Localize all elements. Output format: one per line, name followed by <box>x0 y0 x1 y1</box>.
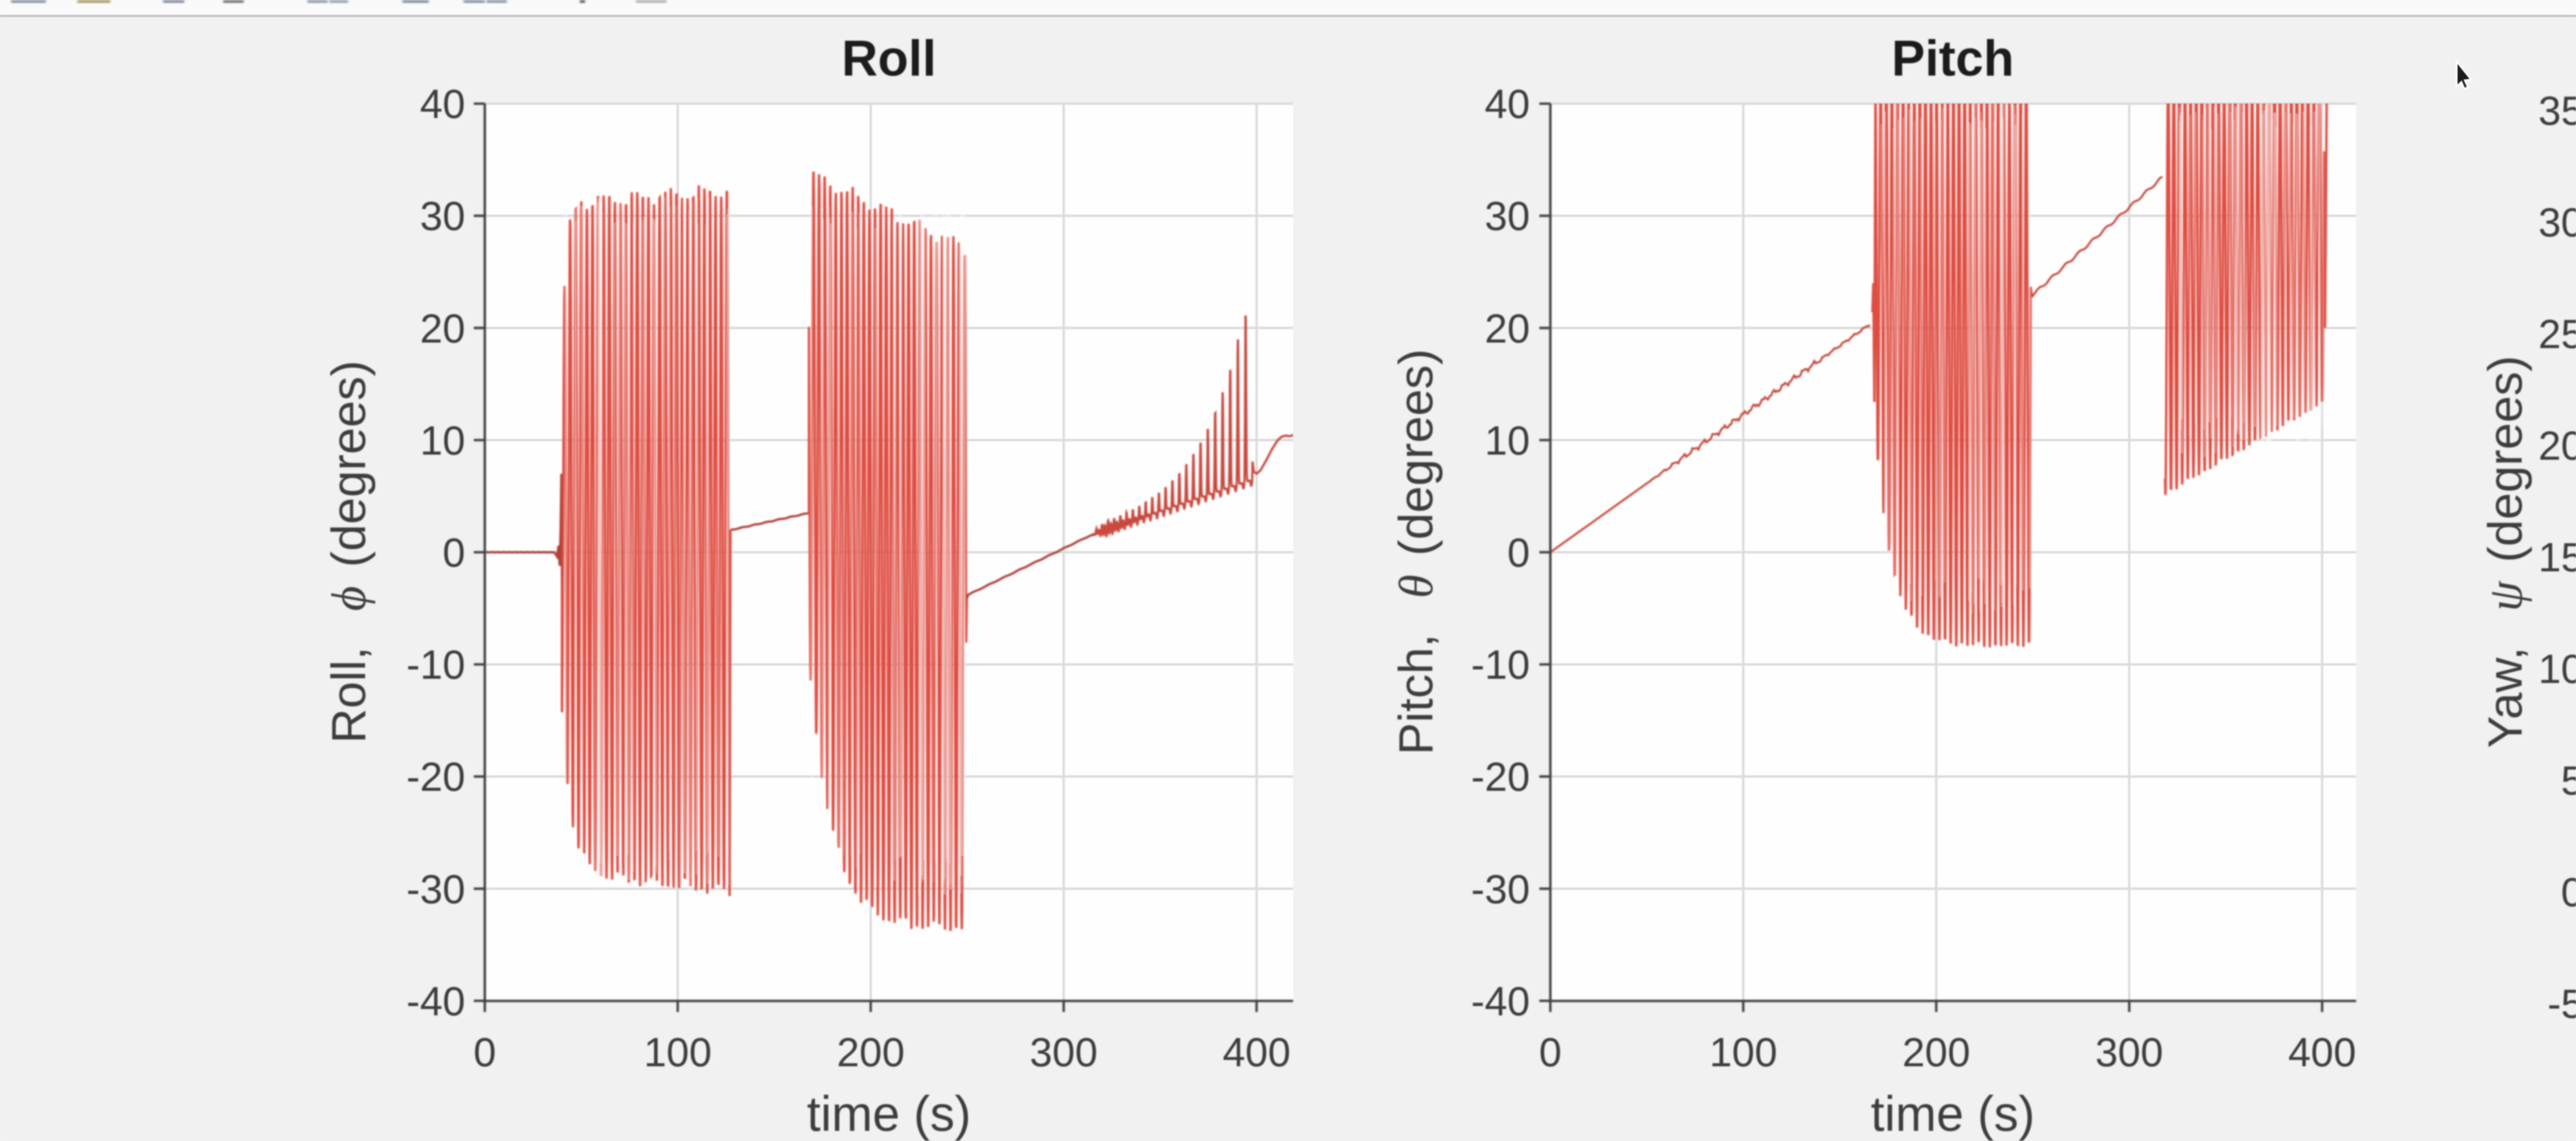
svg-text:300: 300 <box>2095 1031 2163 1076</box>
svg-text:10: 10 <box>420 419 465 464</box>
svg-text:15: 15 <box>2539 536 2576 581</box>
svg-text:200: 200 <box>1902 1031 1970 1076</box>
svg-text:Pitch, θ(degrees): Pitch, θ(degrees) <box>1389 349 1443 755</box>
svg-text:20: 20 <box>420 306 465 351</box>
svg-text:20: 20 <box>2539 424 2576 469</box>
svg-text:200: 200 <box>836 1031 904 1076</box>
svg-text:-30: -30 <box>407 868 465 913</box>
svg-text:25: 25 <box>2539 312 2576 357</box>
svg-text:10: 10 <box>2539 648 2576 693</box>
svg-text:100: 100 <box>1709 1031 1777 1076</box>
svg-text:400: 400 <box>1223 1031 1291 1076</box>
svg-text:10: 10 <box>1485 419 1530 464</box>
svg-text:0: 0 <box>442 531 465 576</box>
svg-text:-20: -20 <box>407 756 465 801</box>
svg-text:time (s): time (s) <box>807 1087 970 1141</box>
svg-text:40: 40 <box>420 82 465 127</box>
svg-text:40: 40 <box>1485 82 1530 127</box>
svg-text:Roll, ϕ(degrees): Roll, ϕ(degrees) <box>322 360 376 743</box>
svg-text:0: 0 <box>1539 1031 1562 1076</box>
svg-text:Yaw, ψ(degrees): Yaw, ψ(degrees) <box>2478 356 2533 749</box>
svg-text:100: 100 <box>644 1031 711 1076</box>
svg-text:400: 400 <box>2288 1031 2356 1076</box>
svg-text:-5: -5 <box>2547 982 2576 1027</box>
svg-text:0: 0 <box>1507 531 1530 576</box>
svg-text:Pitch: Pitch <box>1892 31 2014 87</box>
svg-text:time (s): time (s) <box>1870 1087 2034 1141</box>
svg-text:-40: -40 <box>407 980 465 1025</box>
svg-text:35: 35 <box>2539 89 2576 134</box>
svg-text:-10: -10 <box>407 644 465 689</box>
svg-text:-10: -10 <box>1471 644 1530 689</box>
svg-text:Roll: Roll <box>841 31 936 87</box>
svg-text:300: 300 <box>1030 1031 1098 1076</box>
svg-text:0: 0 <box>2561 871 2576 916</box>
svg-text:30: 30 <box>1485 194 1530 239</box>
svg-text:30: 30 <box>2539 201 2576 246</box>
svg-text:-40: -40 <box>1471 980 1530 1025</box>
svg-text:-20: -20 <box>1471 756 1530 801</box>
svg-text:5: 5 <box>2561 759 2576 804</box>
svg-text:-30: -30 <box>1471 868 1530 913</box>
svg-text:20: 20 <box>1485 306 1530 351</box>
svg-text:30: 30 <box>420 194 465 239</box>
svg-text:0: 0 <box>474 1031 497 1076</box>
